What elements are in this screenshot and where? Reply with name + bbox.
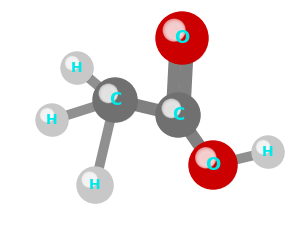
Text: H: H: [71, 61, 83, 75]
Text: H: H: [262, 145, 274, 159]
Circle shape: [197, 149, 215, 167]
Circle shape: [84, 174, 96, 186]
Circle shape: [201, 153, 212, 164]
Text: H: H: [46, 113, 58, 127]
Circle shape: [200, 152, 213, 165]
Circle shape: [64, 54, 93, 84]
Circle shape: [257, 141, 269, 153]
Circle shape: [42, 110, 53, 121]
Circle shape: [77, 167, 113, 203]
Circle shape: [69, 60, 76, 67]
Circle shape: [68, 59, 77, 68]
Circle shape: [156, 12, 208, 64]
Circle shape: [160, 96, 200, 137]
Circle shape: [85, 175, 95, 185]
Circle shape: [164, 102, 179, 116]
Circle shape: [167, 24, 182, 38]
Circle shape: [259, 143, 268, 152]
Text: C: C: [172, 106, 184, 124]
Circle shape: [86, 176, 94, 184]
Circle shape: [43, 111, 52, 120]
Circle shape: [39, 107, 68, 136]
Circle shape: [198, 150, 214, 166]
Circle shape: [36, 104, 68, 136]
Circle shape: [165, 21, 184, 40]
Circle shape: [169, 25, 181, 37]
Circle shape: [40, 108, 54, 122]
Circle shape: [103, 88, 115, 100]
Circle shape: [65, 56, 79, 70]
Circle shape: [255, 138, 284, 168]
Text: O: O: [206, 156, 220, 174]
Circle shape: [67, 58, 78, 69]
Circle shape: [61, 52, 93, 84]
Text: H: H: [89, 178, 101, 192]
Circle shape: [256, 140, 270, 154]
Circle shape: [83, 173, 97, 186]
Circle shape: [162, 99, 181, 118]
Circle shape: [160, 16, 208, 64]
Circle shape: [66, 57, 78, 69]
Circle shape: [44, 112, 52, 120]
Circle shape: [193, 145, 237, 189]
Circle shape: [166, 103, 178, 115]
Circle shape: [167, 104, 177, 114]
Circle shape: [189, 141, 237, 189]
Circle shape: [99, 84, 118, 103]
Text: O: O: [174, 29, 190, 47]
Circle shape: [80, 170, 113, 203]
Circle shape: [41, 109, 53, 121]
Circle shape: [82, 172, 97, 187]
Circle shape: [163, 19, 185, 41]
Circle shape: [166, 22, 183, 39]
Circle shape: [93, 78, 137, 122]
Circle shape: [97, 82, 137, 122]
Circle shape: [260, 144, 268, 151]
Circle shape: [156, 93, 200, 137]
Circle shape: [196, 148, 216, 168]
Circle shape: [252, 136, 284, 168]
Circle shape: [100, 85, 117, 102]
Text: C: C: [109, 91, 121, 109]
Circle shape: [101, 87, 116, 101]
Circle shape: [164, 100, 180, 117]
Circle shape: [258, 142, 269, 153]
Circle shape: [104, 89, 114, 99]
